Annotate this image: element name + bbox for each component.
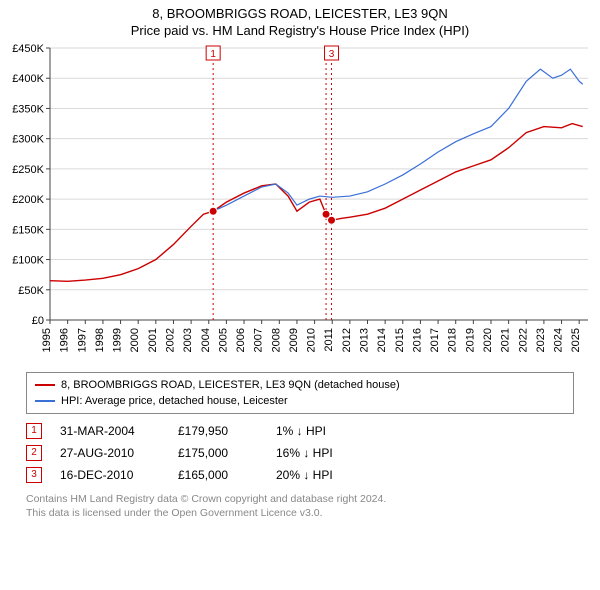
sale-date: 16-DEC-2010 xyxy=(60,468,160,482)
svg-text:2002: 2002 xyxy=(164,328,176,352)
legend-label: 8, BROOMBRIGGS ROAD, LEICESTER, LE3 9QN … xyxy=(61,377,400,393)
svg-text:£50K: £50K xyxy=(18,285,44,297)
legend-swatch xyxy=(35,384,55,386)
sale-price: £179,950 xyxy=(178,424,258,438)
attribution-line2: This data is licensed under the Open Gov… xyxy=(26,506,574,520)
svg-text:£0: £0 xyxy=(32,315,44,327)
sale-date: 27-AUG-2010 xyxy=(60,446,160,460)
svg-text:£350K: £350K xyxy=(12,103,44,115)
sale-price: £175,000 xyxy=(178,446,258,460)
sale-row: 2 27-AUG-2010 £175,000 16% ↓ HPI xyxy=(26,442,574,464)
sale-row: 3 16-DEC-2010 £165,000 20% ↓ HPI xyxy=(26,464,574,486)
attribution-line1: Contains HM Land Registry data © Crown c… xyxy=(26,492,574,506)
svg-text:1999: 1999 xyxy=(112,328,124,352)
sale-hpi: 1% ↓ HPI xyxy=(276,424,376,438)
title-line2: Price paid vs. HM Land Registry's House … xyxy=(0,23,600,38)
svg-text:1: 1 xyxy=(210,49,216,60)
svg-text:2011: 2011 xyxy=(323,328,335,352)
svg-text:1997: 1997 xyxy=(76,328,88,352)
attribution: Contains HM Land Registry data © Crown c… xyxy=(26,492,574,520)
svg-text:2017: 2017 xyxy=(429,328,441,352)
svg-text:£250K: £250K xyxy=(12,164,44,176)
svg-text:2003: 2003 xyxy=(182,328,194,352)
sales-table: 1 31-MAR-2004 £179,950 1% ↓ HPI 2 27-AUG-2010… xyxy=(26,420,574,486)
svg-text:£100K: £100K xyxy=(12,255,44,267)
sale-marker: 2 xyxy=(26,445,42,461)
svg-text:2015: 2015 xyxy=(394,328,406,352)
svg-text:2021: 2021 xyxy=(500,328,512,352)
sale-marker: 3 xyxy=(26,467,42,483)
legend-item: 8, BROOMBRIGGS ROAD, LEICESTER, LE3 9QN … xyxy=(35,377,565,393)
svg-text:2006: 2006 xyxy=(235,328,247,352)
svg-text:1998: 1998 xyxy=(94,328,106,352)
svg-text:2008: 2008 xyxy=(270,328,282,352)
svg-text:3: 3 xyxy=(329,49,335,60)
svg-text:2016: 2016 xyxy=(411,328,423,352)
svg-text:1995: 1995 xyxy=(41,328,53,352)
svg-text:2014: 2014 xyxy=(376,328,388,352)
price-chart: £0 £50K £100K £150K £200K £250K £300K £350K £400… xyxy=(0,38,600,368)
svg-text:£450K: £450K xyxy=(12,43,44,55)
svg-text:2024: 2024 xyxy=(553,328,565,352)
sale-date: 31-MAR-2004 xyxy=(60,424,160,438)
chart-titles: 8, BROOMBRIGGS ROAD, LEICESTER, LE3 9QN … xyxy=(0,0,600,38)
svg-text:2025: 2025 xyxy=(570,328,582,352)
svg-text:£150K: £150K xyxy=(12,224,44,236)
svg-text:£300K: £300K xyxy=(12,134,44,146)
svg-text:2013: 2013 xyxy=(359,328,371,352)
svg-text:2001: 2001 xyxy=(147,328,159,352)
svg-text:2023: 2023 xyxy=(535,328,547,352)
svg-text:2019: 2019 xyxy=(464,328,476,352)
sale-hpi: 20% ↓ HPI xyxy=(276,468,376,482)
svg-text:2018: 2018 xyxy=(447,328,459,352)
legend-swatch xyxy=(35,400,55,402)
svg-text:£400K: £400K xyxy=(12,73,44,85)
legend: 8, BROOMBRIGGS ROAD, LEICESTER, LE3 9QN … xyxy=(26,372,574,414)
svg-text:2004: 2004 xyxy=(200,328,212,352)
svg-text:£200K: £200K xyxy=(12,194,44,206)
legend-label: HPI: Average price, detached house, Leic… xyxy=(61,393,288,409)
sale-marker: 1 xyxy=(26,423,42,439)
svg-text:2000: 2000 xyxy=(129,328,141,352)
svg-text:2009: 2009 xyxy=(288,328,300,352)
svg-text:2020: 2020 xyxy=(482,328,494,352)
svg-text:2010: 2010 xyxy=(306,328,318,352)
svg-text:2007: 2007 xyxy=(253,328,265,352)
svg-text:2005: 2005 xyxy=(217,328,229,352)
sale-hpi: 16% ↓ HPI xyxy=(276,446,376,460)
sale-price: £165,000 xyxy=(178,468,258,482)
svg-text:1996: 1996 xyxy=(59,328,71,352)
svg-text:2012: 2012 xyxy=(341,328,353,352)
legend-item: HPI: Average price, detached house, Leic… xyxy=(35,393,565,409)
sale-row: 1 31-MAR-2004 £179,950 1% ↓ HPI xyxy=(26,420,574,442)
svg-text:2022: 2022 xyxy=(517,328,529,352)
title-line1: 8, BROOMBRIGGS ROAD, LEICESTER, LE3 9QN xyxy=(0,6,600,21)
